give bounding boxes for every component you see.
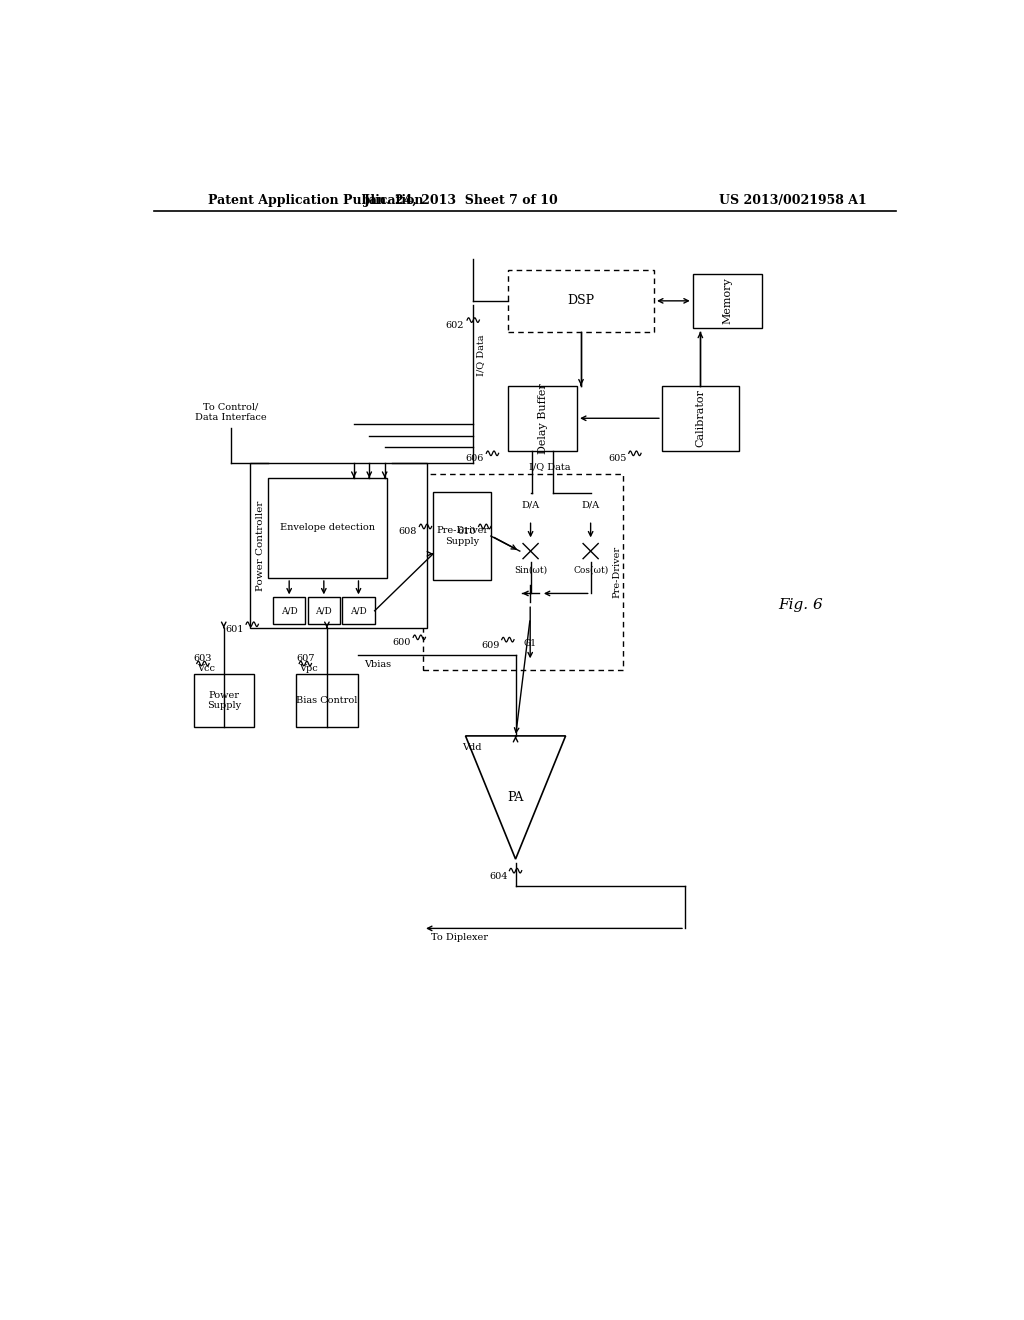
Text: A/D: A/D <box>281 606 298 615</box>
Text: Vdd: Vdd <box>462 743 481 752</box>
Text: US 2013/0021958 A1: US 2013/0021958 A1 <box>719 194 866 207</box>
Bar <box>508 385 578 451</box>
Text: Envelope detection: Envelope detection <box>280 524 375 532</box>
Text: I/Q Data: I/Q Data <box>476 334 485 375</box>
Bar <box>267 478 387 578</box>
Text: 602: 602 <box>445 321 464 330</box>
Text: Delay Buffer: Delay Buffer <box>538 383 548 454</box>
Bar <box>250 462 427 628</box>
Bar <box>194 675 254 726</box>
Text: Calibrator: Calibrator <box>695 389 706 447</box>
Bar <box>509 490 552 520</box>
Text: PA: PA <box>507 791 523 804</box>
Text: Memory: Memory <box>722 277 732 325</box>
Text: D/A: D/A <box>582 500 600 510</box>
Text: Vcc: Vcc <box>197 664 215 673</box>
Bar <box>342 597 375 624</box>
Text: DSP: DSP <box>567 294 595 308</box>
Text: 600: 600 <box>392 639 411 647</box>
Bar <box>307 597 340 624</box>
Text: Bias Control: Bias Control <box>296 696 357 705</box>
Text: I/Q Data: I/Q Data <box>529 462 571 471</box>
Text: 609: 609 <box>481 640 500 649</box>
Text: Power
Supply: Power Supply <box>207 690 241 710</box>
Text: Vbias: Vbias <box>364 660 391 669</box>
Text: To Diplexer: To Diplexer <box>431 933 487 942</box>
Bar <box>296 675 357 726</box>
Text: 606: 606 <box>466 454 484 463</box>
Text: 608: 608 <box>398 528 417 536</box>
Text: Patent Application Publication: Patent Application Publication <box>208 194 423 207</box>
Text: Jan. 24, 2013  Sheet 7 of 10: Jan. 24, 2013 Sheet 7 of 10 <box>365 194 559 207</box>
Text: G1: G1 <box>523 639 537 648</box>
Text: 603: 603 <box>194 653 212 663</box>
Bar <box>273 597 305 624</box>
Text: Power Controller: Power Controller <box>256 500 265 590</box>
Text: D/A: D/A <box>521 500 540 510</box>
Text: 610: 610 <box>458 528 476 536</box>
Bar <box>433 492 490 581</box>
Text: Fig. 6: Fig. 6 <box>778 598 823 612</box>
Bar <box>569 490 611 520</box>
Text: Vpc: Vpc <box>299 664 317 673</box>
Text: 604: 604 <box>489 871 508 880</box>
Text: 607: 607 <box>296 653 314 663</box>
Bar <box>423 474 624 671</box>
Text: A/D: A/D <box>350 606 367 615</box>
Text: Pre-Driver
Supply: Pre-Driver Supply <box>436 527 488 545</box>
Text: 601: 601 <box>225 626 244 634</box>
Text: Pre-Driver: Pre-Driver <box>612 546 622 598</box>
Bar <box>508 271 654 331</box>
Text: A/D: A/D <box>315 606 332 615</box>
Text: Sin(ωt): Sin(ωt) <box>514 565 547 574</box>
Bar <box>662 385 739 451</box>
Text: 605: 605 <box>608 454 627 463</box>
Text: To Control/
Data Interface: To Control/ Data Interface <box>195 403 266 422</box>
Text: Cos(ωt): Cos(ωt) <box>573 565 608 574</box>
Bar <box>692 275 762 327</box>
